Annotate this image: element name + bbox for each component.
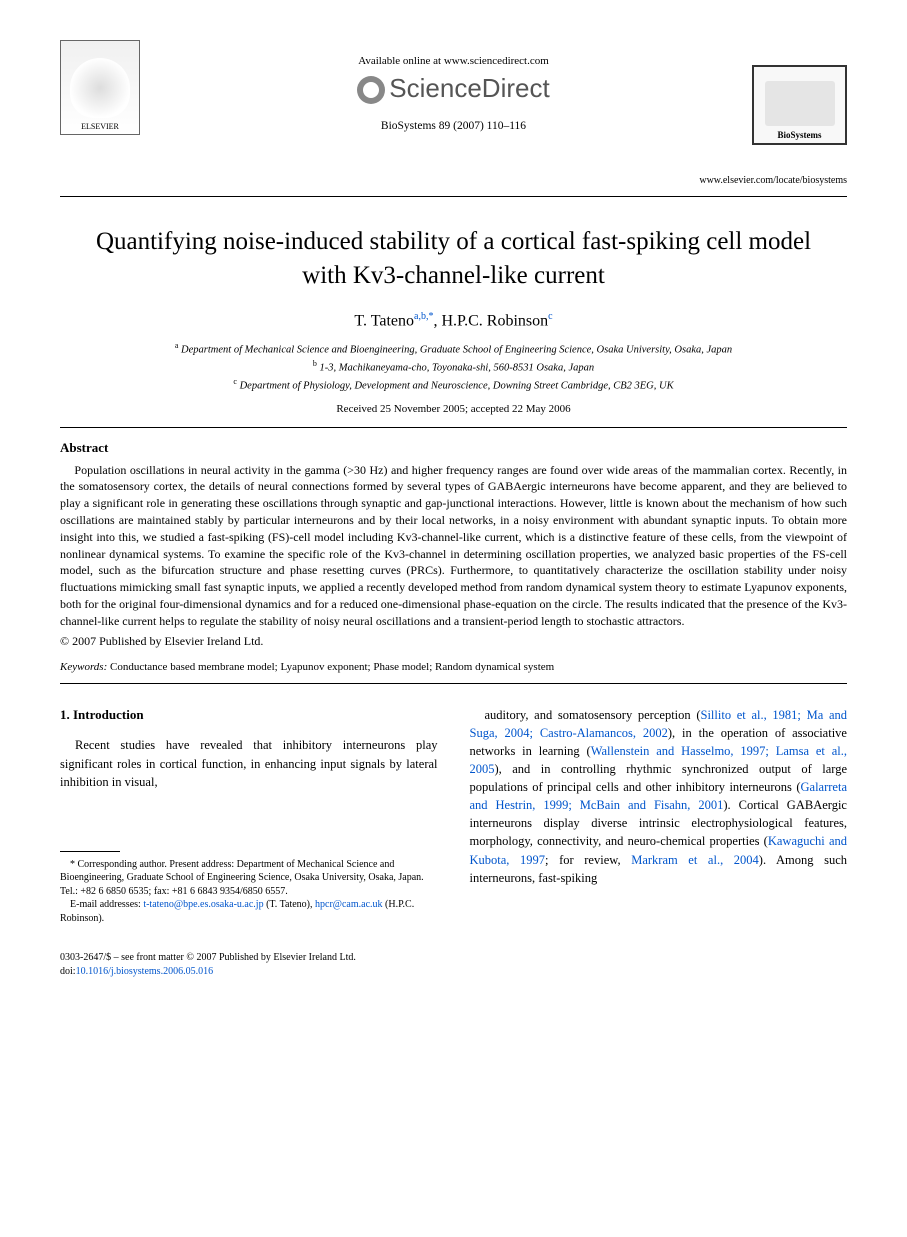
citation-link-5[interactable]: Markram et al., 2004 xyxy=(631,853,759,867)
doi-label: doi: xyxy=(60,966,76,977)
keywords-text: Conductance based membrane model; Lyapun… xyxy=(110,661,554,673)
right-column: auditory, and somatosensory perception (… xyxy=(470,706,848,926)
citation-line: BioSystems 89 (2007) 110–116 xyxy=(60,120,847,132)
author-list: T. Tatenoa,b,*, H.P.C. Robinsonc xyxy=(60,311,847,330)
corresponding-author-text: * Corresponding author. Present address:… xyxy=(60,858,438,899)
post-abstract-divider xyxy=(60,683,847,684)
elsevier-label: ELSEVIER xyxy=(81,122,119,131)
elsevier-tree-icon xyxy=(70,58,130,118)
section-1-heading: 1. Introduction xyxy=(60,706,438,725)
sciencedirect-name: ScienceDirect xyxy=(389,73,549,103)
email-link-2[interactable]: hpcr@cam.ac.uk xyxy=(315,899,383,910)
abstract-heading: Abstract xyxy=(60,440,847,456)
abstract-copyright: © 2007 Published by Elsevier Ireland Ltd… xyxy=(60,634,847,649)
available-online-text: Available online at www.sciencedirect.co… xyxy=(60,40,847,67)
keywords-line: Keywords: Conductance based membrane mod… xyxy=(60,661,847,673)
affiliation-c: Department of Physiology, Development an… xyxy=(240,381,674,392)
left-column: 1. Introduction Recent studies have reve… xyxy=(60,706,438,926)
email-1-owner: (T. Tateno), xyxy=(266,899,312,910)
article-title: Quantifying noise-induced stability of a… xyxy=(80,225,827,293)
biosystems-graphic-icon xyxy=(765,81,835,126)
elsevier-logo: ELSEVIER xyxy=(60,40,140,135)
email-link-1[interactable]: t-tateno@bpe.es.osaka-u.ac.jp xyxy=(143,899,263,910)
doi-link[interactable]: 10.1016/j.biosystems.2006.05.016 xyxy=(76,966,214,977)
author-1-affil-marks[interactable]: a,b,* xyxy=(414,311,433,322)
pre-abstract-divider xyxy=(60,427,847,428)
intro-para-right: auditory, and somatosensory perception (… xyxy=(470,706,848,887)
article-dates: Received 25 November 2005; accepted 22 M… xyxy=(60,403,847,415)
affiliation-block: a Department of Mechanical Science and B… xyxy=(60,340,847,395)
sciencedirect-brand: ScienceDirect xyxy=(60,73,847,104)
email-addresses-label: E-mail addresses: xyxy=(70,899,141,910)
front-matter-footer: 0303-2647/$ – see front matter © 2007 Pu… xyxy=(60,951,847,978)
biosystems-logo: BioSystems xyxy=(752,65,847,145)
author-2-name: H.P.C. Robinson xyxy=(441,312,548,329)
keywords-label: Keywords: xyxy=(60,661,107,673)
page-header: ELSEVIER Available online at www.science… xyxy=(60,40,847,180)
front-matter-line: 0303-2647/$ – see front matter © 2007 Pu… xyxy=(60,951,847,965)
affiliation-b: 1-3, Machikaneyama-cho, Toyonaka-shi, 56… xyxy=(320,363,595,374)
journal-homepage-url[interactable]: www.elsevier.com/locate/biosystems xyxy=(699,175,847,186)
intro-para-left: Recent studies have revealed that inhibi… xyxy=(60,736,438,790)
author-1-name: T. Tateno xyxy=(354,312,414,329)
footnote-rule xyxy=(60,851,120,852)
affiliation-a: Department of Mechanical Science and Bio… xyxy=(181,344,732,355)
body-two-column: 1. Introduction Recent studies have reve… xyxy=(60,706,847,926)
sciencedirect-icon xyxy=(357,76,385,104)
author-2-affil-marks[interactable]: c xyxy=(548,311,552,322)
abstract-body: Population oscillations in neural activi… xyxy=(60,462,847,630)
biosystems-label: BioSystems xyxy=(777,130,821,140)
corresponding-author-footnote: * Corresponding author. Present address:… xyxy=(60,858,438,926)
header-divider xyxy=(60,196,847,197)
